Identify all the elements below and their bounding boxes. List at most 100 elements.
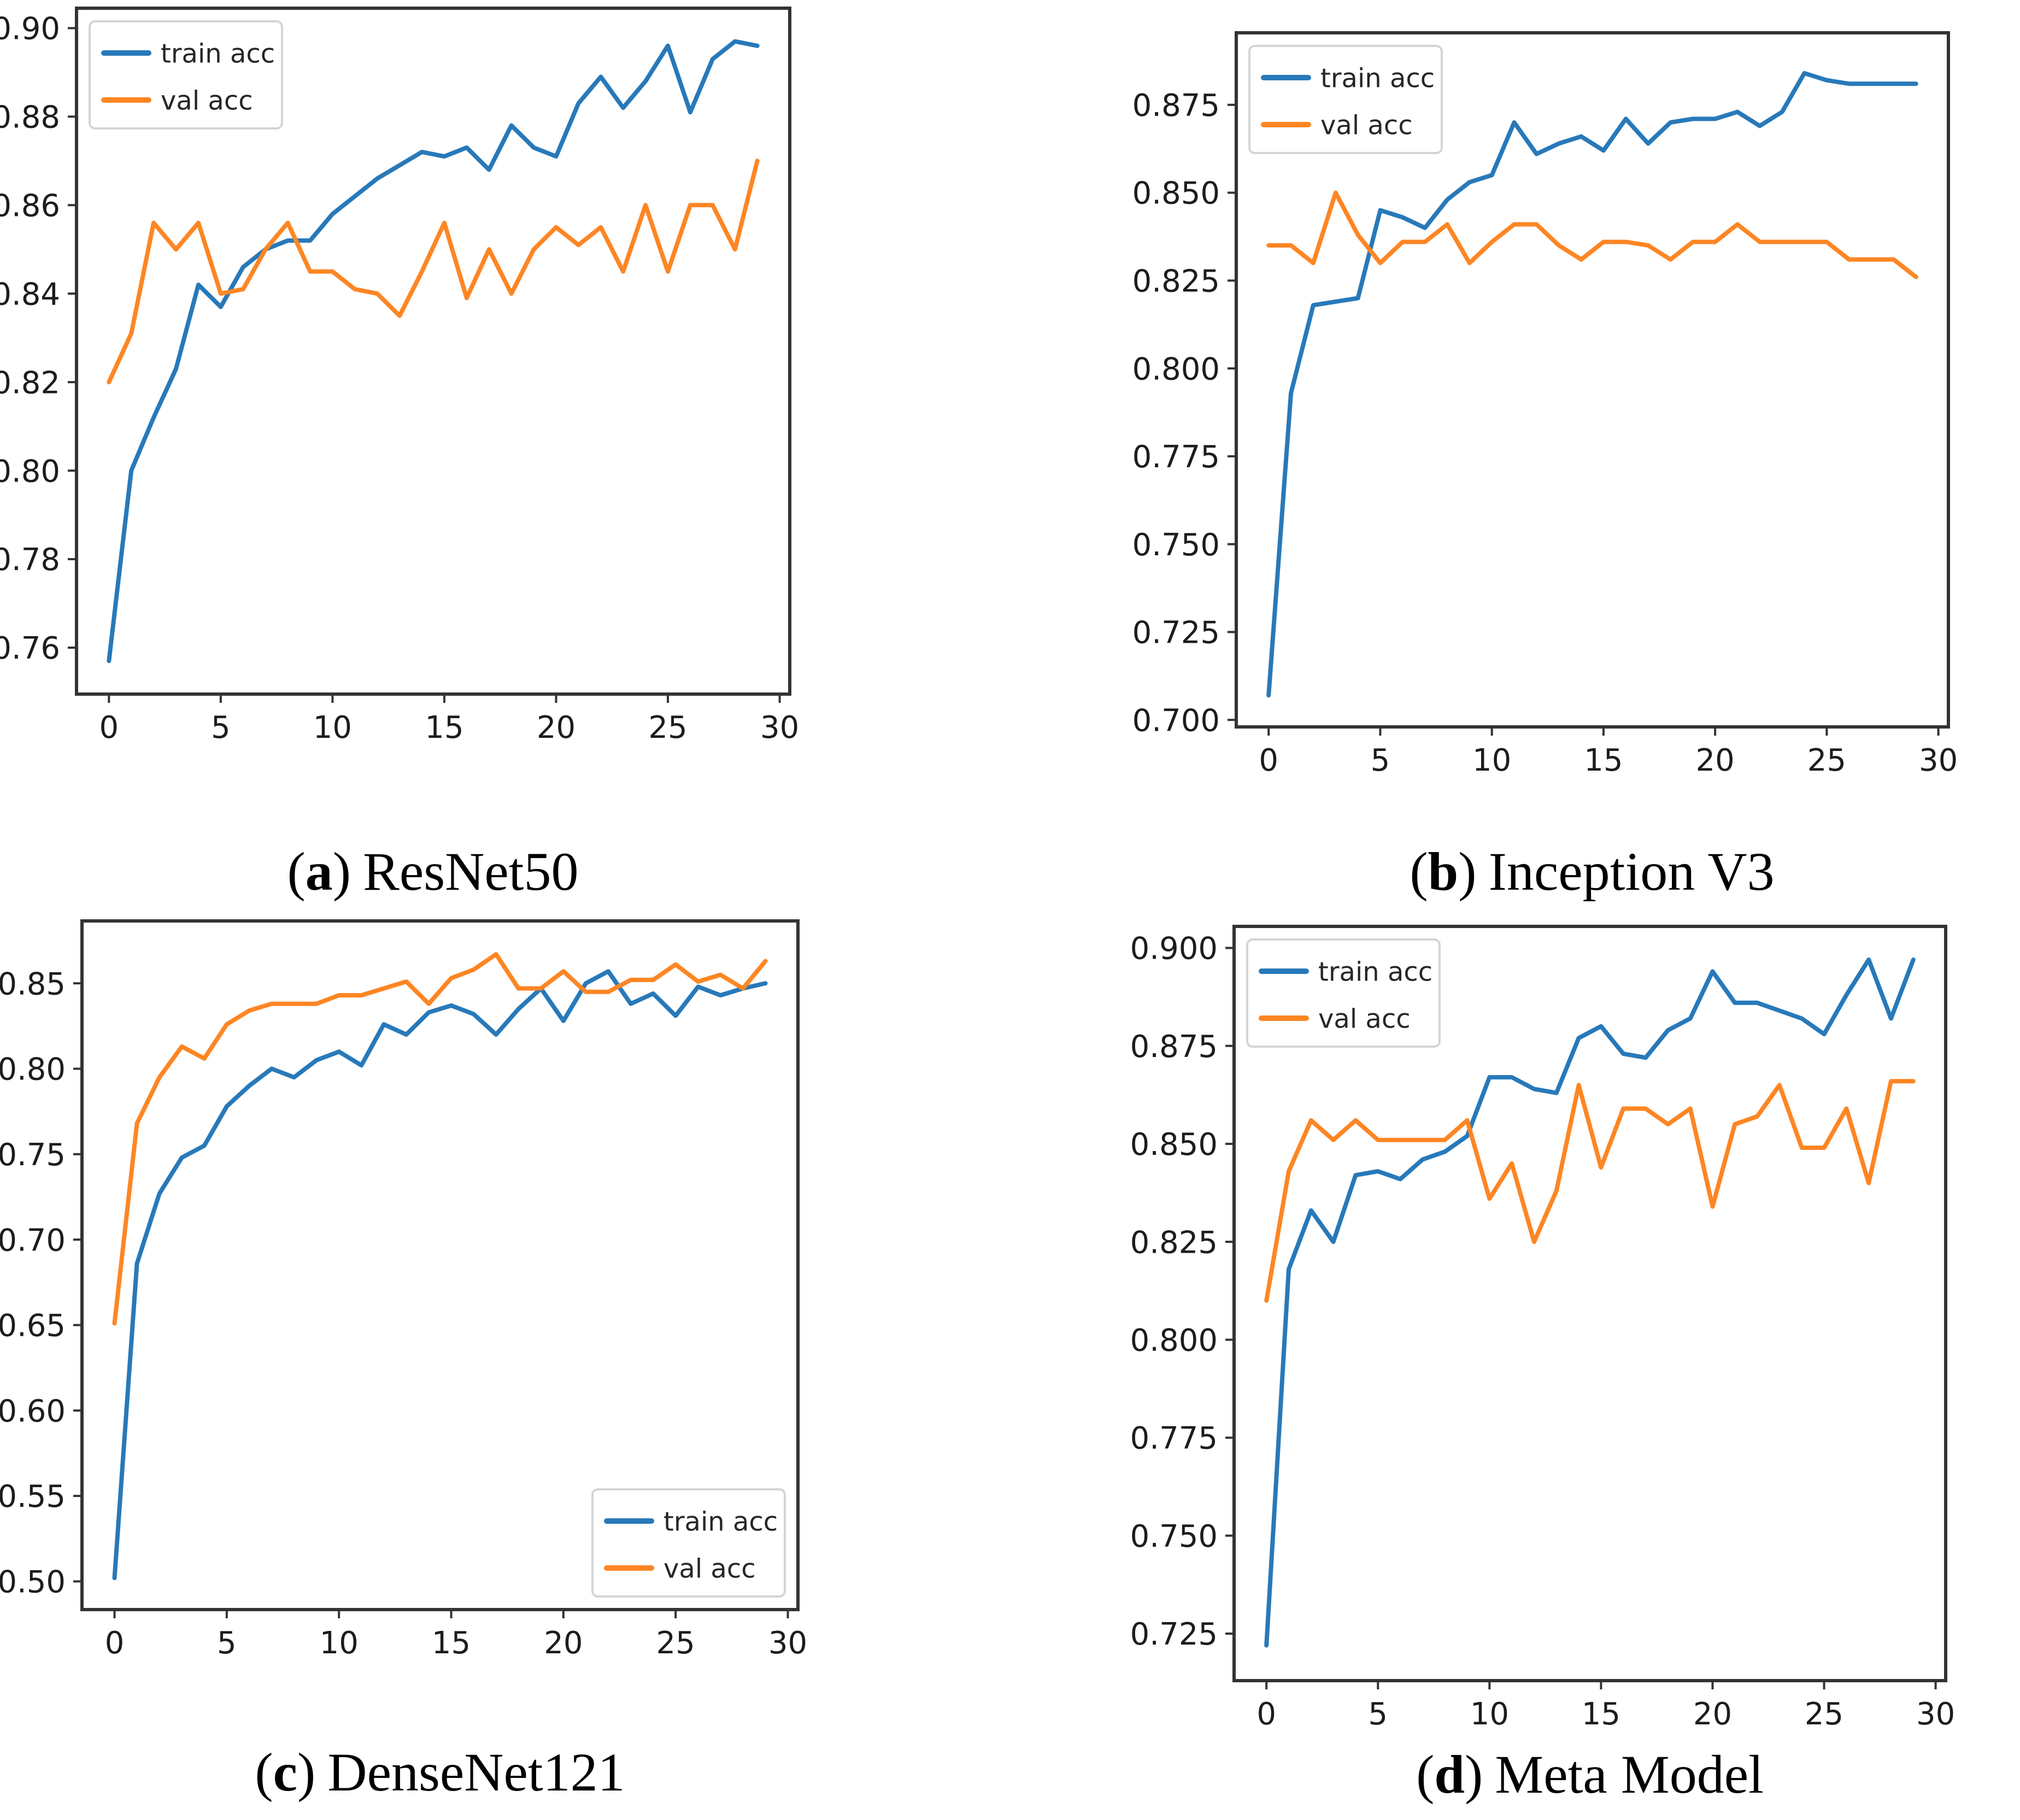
- y-tick-label: 0.88: [0, 100, 60, 136]
- legend-label-val: val acc: [663, 1553, 756, 1584]
- x-tick-label: 25: [1807, 743, 1846, 778]
- x-tick-label: 15: [425, 710, 463, 745]
- x-tick-label: 20: [1696, 743, 1735, 778]
- x-tick-label: 30: [1919, 743, 1958, 778]
- y-tick-label: 0.60: [0, 1394, 66, 1429]
- x-axis-ticks: 0 5 10 15 20 25 30: [1259, 727, 1958, 778]
- plot-border: [75, 7, 791, 696]
- y-tick-label: 0.65: [0, 1308, 66, 1344]
- meta-model-accuracy-chart: 0.900 0.875 0.850 0.825 0.800 0.775 0.750 0.725…: [1010, 907, 2020, 1820]
- caption-densenet121: (c) DenseNet121: [255, 1742, 625, 1803]
- x-tick-label: 15: [1584, 743, 1623, 778]
- y-tick-label: 0.86: [0, 188, 60, 224]
- y-tick-label: 0.78: [0, 542, 60, 578]
- legend-label-val: val acc: [161, 85, 253, 116]
- y-tick-label: 0.55: [0, 1479, 66, 1514]
- legend-label-val: val acc: [1320, 110, 1413, 140]
- y-tick-label: 0.800: [1132, 351, 1220, 387]
- y-tick-label: 0.850: [1130, 1127, 1218, 1163]
- legend-label-val: val acc: [1318, 1003, 1411, 1034]
- x-tick-label: 30: [1916, 1696, 1955, 1732]
- y-tick-label: 0.825: [1132, 264, 1220, 300]
- train-acc-line: [107, 39, 760, 664]
- chart-cell-densenet121: 0.85 0.80 0.75 0.70 0.65 0.60 0.55 0.50 0 5 10 15 20…: [0, 907, 1010, 1820]
- y-tick-label: 0.725: [1132, 615, 1220, 651]
- val-acc-line: [1264, 1079, 1916, 1303]
- legend: train acc val acc: [591, 1488, 786, 1598]
- chart-cell-resnet50: 0.90 0.88 0.86 0.84 0.82 0.80 0.78 0.76 0 5 10 15 20…: [0, 0, 1010, 907]
- y-tick-label: 0.700: [1132, 703, 1220, 738]
- x-tick-label: 30: [768, 1625, 807, 1661]
- legend: train acc val acc: [1248, 45, 1443, 154]
- train-acc-line: [1264, 957, 1916, 1648]
- densenet121-plot-svg: 0.85 0.80 0.75 0.70 0.65 0.60 0.55 0.50 0 5 10 15 20…: [0, 919, 807, 1661]
- val-acc-line: [107, 158, 760, 385]
- x-tick-label: 15: [1582, 1696, 1620, 1732]
- legend-label-train: train acc: [1318, 956, 1432, 987]
- y-tick-label: 0.80: [0, 454, 60, 489]
- caption-open-paren: (: [255, 1742, 273, 1803]
- x-axis-ticks: 0 5 10 15 20 25 30: [1256, 1681, 1955, 1732]
- x-axis-ticks: 0 5 10 15 20 25 30: [105, 1610, 807, 1661]
- y-axis-ticks: 0.875 0.850 0.825 0.800 0.775 0.750 0.725 0.700: [1132, 88, 1236, 738]
- densenet121-accuracy-chart: 0.85 0.80 0.75 0.70 0.65 0.60 0.55 0.50 0 5 10 15 20…: [0, 907, 1010, 1820]
- legend-label-train: train acc: [1320, 63, 1435, 93]
- plot-border: [1232, 925, 1947, 1682]
- val-acc-line: [1266, 190, 1918, 279]
- y-tick-label: 0.70: [0, 1223, 66, 1258]
- caption-title: ResNet50: [363, 841, 579, 902]
- y-tick-label: 0.750: [1130, 1519, 1218, 1554]
- y-tick-label: 0.900: [1130, 931, 1218, 967]
- val-acc-line: [112, 952, 768, 1326]
- y-tick-label: 0.50: [0, 1565, 66, 1600]
- caption-open-paren: (: [1410, 841, 1428, 902]
- chart-cell-meta-model: 0.900 0.875 0.850 0.825 0.800 0.775 0.750 0.725…: [1010, 907, 2020, 1820]
- x-tick-label: 25: [656, 1625, 695, 1661]
- y-tick-label: 0.775: [1130, 1421, 1218, 1457]
- x-axis-ticks: 0 5 10 15 20 25 30: [99, 694, 799, 745]
- x-tick-label: 5: [217, 1625, 237, 1661]
- x-tick-label: 20: [537, 710, 576, 745]
- y-tick-label: 0.850: [1132, 176, 1220, 212]
- train-acc-line: [1266, 71, 1918, 698]
- caption-close-paren: ): [332, 841, 351, 902]
- chart-cell-inception-v3: 0.875 0.850 0.825 0.800 0.775 0.750 0.725 0.700…: [1010, 0, 2020, 907]
- legend: train acc val acc: [89, 20, 283, 130]
- legend-label-train: train acc: [663, 1506, 778, 1537]
- x-tick-label: 10: [313, 710, 352, 745]
- caption-letter: c: [273, 1742, 298, 1803]
- resnet50-accuracy-chart: 0.90 0.88 0.86 0.84 0.82 0.80 0.78 0.76 0 5 10 15 20…: [0, 0, 1010, 907]
- caption-open-paren: (: [1416, 1744, 1435, 1805]
- x-tick-label: 10: [320, 1625, 359, 1661]
- y-tick-label: 0.82: [0, 365, 60, 401]
- y-tick-label: 0.875: [1130, 1029, 1218, 1065]
- caption-letter: b: [1428, 841, 1459, 902]
- x-tick-label: 0: [99, 710, 119, 745]
- caption-open-paren: (: [287, 841, 306, 902]
- meta-model-plot-svg: 0.900 0.875 0.850 0.825 0.800 0.775 0.750 0.725…: [1130, 925, 1955, 1732]
- caption-title: DenseNet121: [327, 1742, 625, 1803]
- x-tick-label: 5: [1371, 743, 1390, 778]
- y-tick-label: 0.80: [0, 1052, 66, 1088]
- y-tick-label: 0.85: [0, 966, 66, 1002]
- caption-letter: a: [305, 841, 333, 902]
- y-tick-label: 0.90: [0, 11, 60, 47]
- x-tick-label: 10: [1472, 743, 1511, 778]
- y-axis-ticks: 0.900 0.875 0.850 0.825 0.800 0.775 0.750 0.725: [1130, 931, 1234, 1652]
- x-tick-label: 20: [544, 1625, 583, 1661]
- x-tick-label: 0: [1256, 1696, 1276, 1732]
- y-tick-label: 0.76: [0, 631, 60, 666]
- x-tick-label: 25: [1805, 1696, 1843, 1732]
- x-tick-label: 5: [211, 710, 231, 745]
- y-tick-label: 0.825: [1130, 1225, 1218, 1260]
- y-tick-label: 0.84: [0, 277, 60, 312]
- train-acc-line: [112, 969, 768, 1581]
- caption-close-paren: ): [297, 1742, 316, 1803]
- y-tick-label: 0.750: [1132, 527, 1220, 563]
- y-tick-label: 0.875: [1132, 88, 1220, 124]
- caption-title: Inception V3: [1488, 841, 1775, 902]
- x-tick-label: 15: [432, 1625, 471, 1661]
- caption-meta-model: (d) Meta Model: [1416, 1745, 1764, 1805]
- caption-close-paren: ): [1458, 841, 1477, 902]
- x-tick-label: 20: [1693, 1696, 1732, 1732]
